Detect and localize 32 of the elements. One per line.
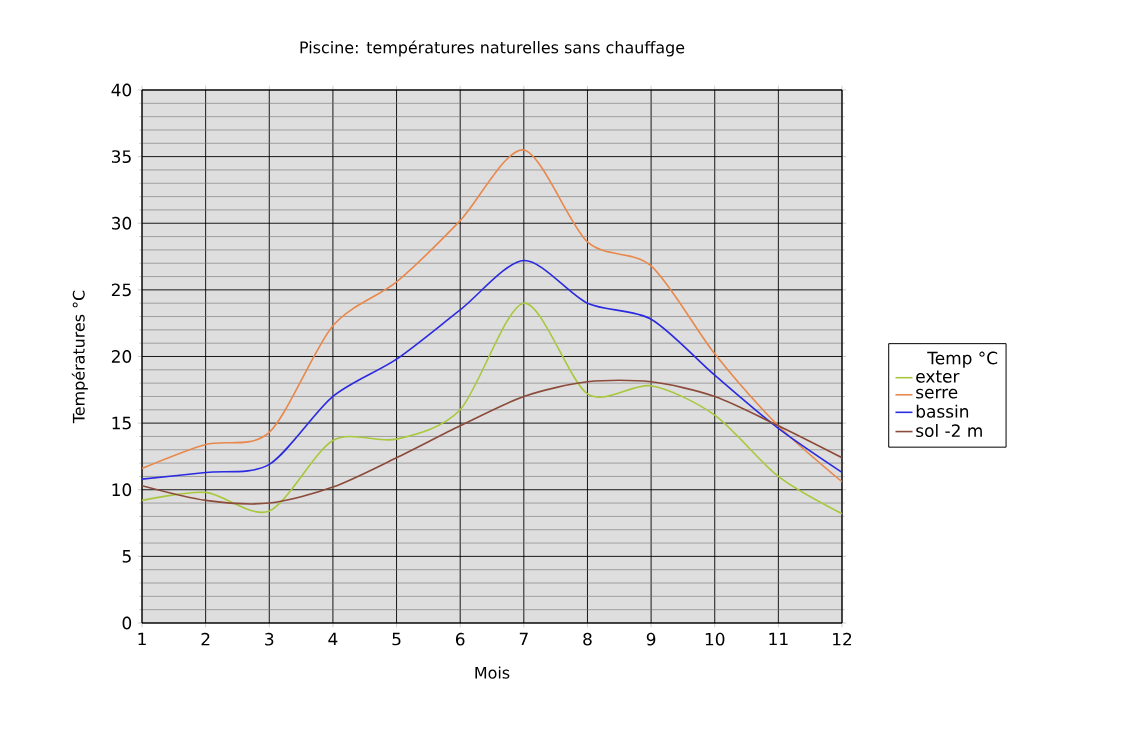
- x-tick-label: 6: [455, 632, 465, 646]
- y-tick-label: 35: [111, 150, 131, 164]
- x-tick-label: 7: [519, 632, 528, 646]
- x-tick-label: 2: [201, 632, 210, 646]
- x-axis-title: Mois: [475, 666, 510, 679]
- y-tick-label: 20: [111, 350, 132, 363]
- x-tick-label: 8: [583, 632, 592, 646]
- x-tick-label: 11: [769, 632, 788, 646]
- x-tick-label: 5: [392, 632, 401, 646]
- y-tick-label: 25: [111, 283, 131, 297]
- legend-label: serre: [916, 388, 958, 399]
- line-series: [142, 149, 843, 483]
- y-tick-label: 30: [111, 216, 132, 230]
- x-tick-label: 4: [328, 632, 338, 646]
- line-series: [142, 259, 843, 480]
- y-axis-title: Températures °C: [71, 290, 88, 424]
- y-tick-label: 15: [112, 416, 131, 430]
- x-tick-label: 3: [265, 632, 274, 646]
- y-tick-label: 5: [122, 550, 131, 563]
- line-series: [142, 302, 843, 515]
- y-tick-label: 40: [111, 83, 132, 97]
- legend-label: bassin: [916, 404, 969, 418]
- y-tick-label: 10: [112, 483, 132, 497]
- x-tick-label: 10: [705, 632, 725, 646]
- x-tick-label: 1: [138, 632, 146, 646]
- legend-label: exter: [916, 370, 960, 383]
- x-tick-label: 9: [646, 632, 656, 646]
- y-tick-label: 0: [122, 616, 132, 630]
- legend-label: sol -2 m: [916, 423, 982, 438]
- chart-title: Piscine: températures naturelles sans chauffage: [300, 40, 685, 57]
- legend-title: Temp °C: [927, 351, 998, 368]
- x-tick-label: 12: [833, 632, 852, 646]
